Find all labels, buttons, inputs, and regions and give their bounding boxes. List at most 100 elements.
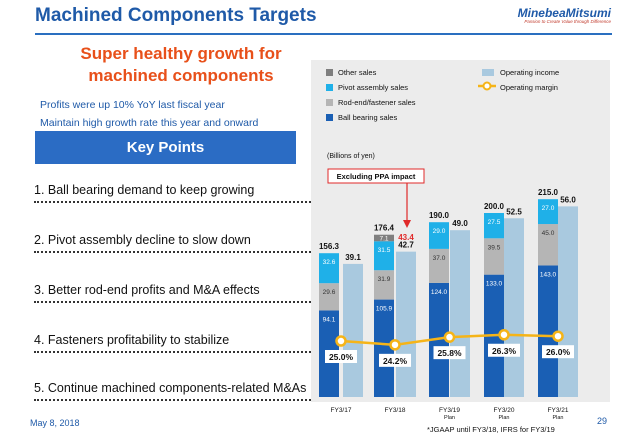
divider xyxy=(34,399,319,401)
bar-ball-bearing-sales-1 xyxy=(374,299,394,397)
chart-units: (Billions of yen) xyxy=(327,153,375,160)
divider xyxy=(34,201,319,203)
operating-margin-label: 26.3% xyxy=(492,346,517,356)
page-title: Machined Components Targets xyxy=(35,5,317,26)
sales-total-label: 215.0 xyxy=(538,188,559,197)
divider xyxy=(34,351,319,353)
bar-value-label: 105.9 xyxy=(376,306,393,313)
bar-value-label: 27.0 xyxy=(542,205,555,212)
ppa-callout-text: Excluding PPA impact xyxy=(337,172,416,181)
title-divider xyxy=(35,33,612,35)
bar-operating-income-2 xyxy=(450,230,470,397)
operating-income-label: 49.0 xyxy=(452,219,468,228)
legend-swatch-ball-bearing xyxy=(326,114,333,121)
margin-label-bg xyxy=(433,346,466,360)
bar-value-label: 39.5 xyxy=(488,244,501,251)
page-number: 29 xyxy=(597,416,608,426)
legend-rod-end-sales: Rod-end/fastener sales xyxy=(338,98,416,107)
bar-rod-end-fastener-sales-2 xyxy=(429,248,449,283)
bar-value-label: 124.0 xyxy=(431,289,448,296)
legend-swatch-op-income xyxy=(482,69,494,76)
bar-pivot-assembly-sales-2 xyxy=(429,222,449,249)
x-tick-label: Plan xyxy=(552,415,563,421)
bar-value-label: 31.9 xyxy=(378,276,391,283)
bar-operating-income-3 xyxy=(504,218,524,397)
bar-value-label: 29.0 xyxy=(433,228,446,235)
key-point-1: 1. Ball bearing demand to keep growing xyxy=(34,183,255,197)
x-tick-label: FY3/20 xyxy=(494,407,515,414)
footnote: *JGAAP until FY3/18, IFRS for FY3/19 xyxy=(427,425,555,434)
divider xyxy=(34,301,319,303)
key-point-5: 5. Continue machined components-related … xyxy=(34,381,307,395)
bar-pivot-assembly-sales-0 xyxy=(319,253,339,284)
x-tick-label: FY3/17 xyxy=(331,407,352,414)
key-point-2: 2. Pivot assembly decline to slow down xyxy=(34,233,251,247)
operating-margin-point xyxy=(389,339,401,351)
bar-value-label: 7.1 xyxy=(379,235,388,242)
sales-total-label: 176.4 xyxy=(374,224,395,233)
x-tick-label: FY3/19 xyxy=(439,407,460,414)
bar-operating-income-4 xyxy=(558,206,578,397)
bar-value-label: 27.5 xyxy=(488,219,501,226)
legend-swatch-pivot xyxy=(326,84,333,91)
bar-ball-bearing-sales-4 xyxy=(538,265,558,397)
divider xyxy=(34,251,319,253)
key-point-4: 4. Fasteners profitability to stabilize xyxy=(34,333,230,347)
bar-value-label: 94.1 xyxy=(323,316,336,323)
bar-value-label: 133.0 xyxy=(486,281,503,288)
bar-value-label: 143.0 xyxy=(540,271,557,278)
bar-value-label: 32.6 xyxy=(323,259,336,266)
bar-value-label: 37.0 xyxy=(433,255,446,262)
bar-value-label: 29.6 xyxy=(323,289,336,296)
x-tick-label: Plan xyxy=(498,415,509,421)
key-points-header: Key Points xyxy=(35,131,296,164)
operating-margin-point xyxy=(498,329,510,341)
bar-rod-end-fastener-sales-3 xyxy=(484,238,504,275)
headline-line-1: Super healthy growth for xyxy=(80,44,282,63)
bar-pivot-assembly-sales-1 xyxy=(374,241,394,271)
operating-margin-label: 26.0% xyxy=(546,347,571,357)
subpoint-2: Maintain high growth rate this year and … xyxy=(40,117,259,129)
bar-operating-income-0 xyxy=(343,263,363,397)
margin-label-bg xyxy=(488,343,520,357)
operating-margin-label: 24.2% xyxy=(383,356,408,366)
operating-income-label: 52.5 xyxy=(506,207,522,216)
operating-margin-point xyxy=(335,335,347,347)
legend-swatch-rod-end xyxy=(326,99,333,106)
ppa-arrow-head xyxy=(403,220,411,228)
bar-operating-income-1 xyxy=(396,251,416,397)
x-tick-label: FY3/21 xyxy=(548,407,569,414)
bar-ball-bearing-sales-2 xyxy=(429,282,449,397)
operating-margin-label: 25.0% xyxy=(329,352,354,362)
legend-margin-marker xyxy=(482,81,492,91)
bar-rod-end-fastener-sales-0 xyxy=(319,283,339,311)
bar-pivot-assembly-sales-3 xyxy=(484,213,504,239)
sales-total-label: 200.0 xyxy=(484,202,505,211)
legend-ball-bearing-sales: Ball bearing sales xyxy=(338,113,398,122)
headline-line-2: machined components xyxy=(88,66,274,85)
margin-label-bg xyxy=(379,353,411,367)
ppa-callout-box xyxy=(327,168,425,184)
subpoint-1: Profits were up 10% YoY last fiscal year xyxy=(40,99,225,111)
legend-swatch-other xyxy=(326,69,333,76)
bar-other-sales-1 xyxy=(374,234,394,242)
operating-margin-point xyxy=(552,330,564,342)
legend-other-sales: Other sales xyxy=(338,68,377,77)
sales-total-label: 190.0 xyxy=(429,211,450,220)
operating-margin-point xyxy=(443,331,456,343)
operating-income-label: 42.7 xyxy=(398,241,414,250)
bar-value-label: 45.0 xyxy=(542,230,555,237)
margin-label-bg xyxy=(542,345,574,359)
company-logo: MinebeaMitsumi Passion to Create Value t… xyxy=(518,6,611,24)
ppa-excluded-value: 43.4 xyxy=(398,233,414,242)
bar-rod-end-fastener-sales-1 xyxy=(374,270,394,300)
legend-pivot-sales: Pivot assembly sales xyxy=(338,83,409,92)
legend-operating-income: Operating income xyxy=(500,68,560,77)
headline: Super healthy growth for machined compon… xyxy=(36,43,326,87)
bar-pivot-assembly-sales-4 xyxy=(538,199,558,225)
footer-date: May 8, 2018 xyxy=(30,418,80,428)
bar-rod-end-fastener-sales-4 xyxy=(538,224,558,266)
bar-value-label: 31.5 xyxy=(378,247,391,254)
operating-income-label: 39.1 xyxy=(345,253,361,262)
